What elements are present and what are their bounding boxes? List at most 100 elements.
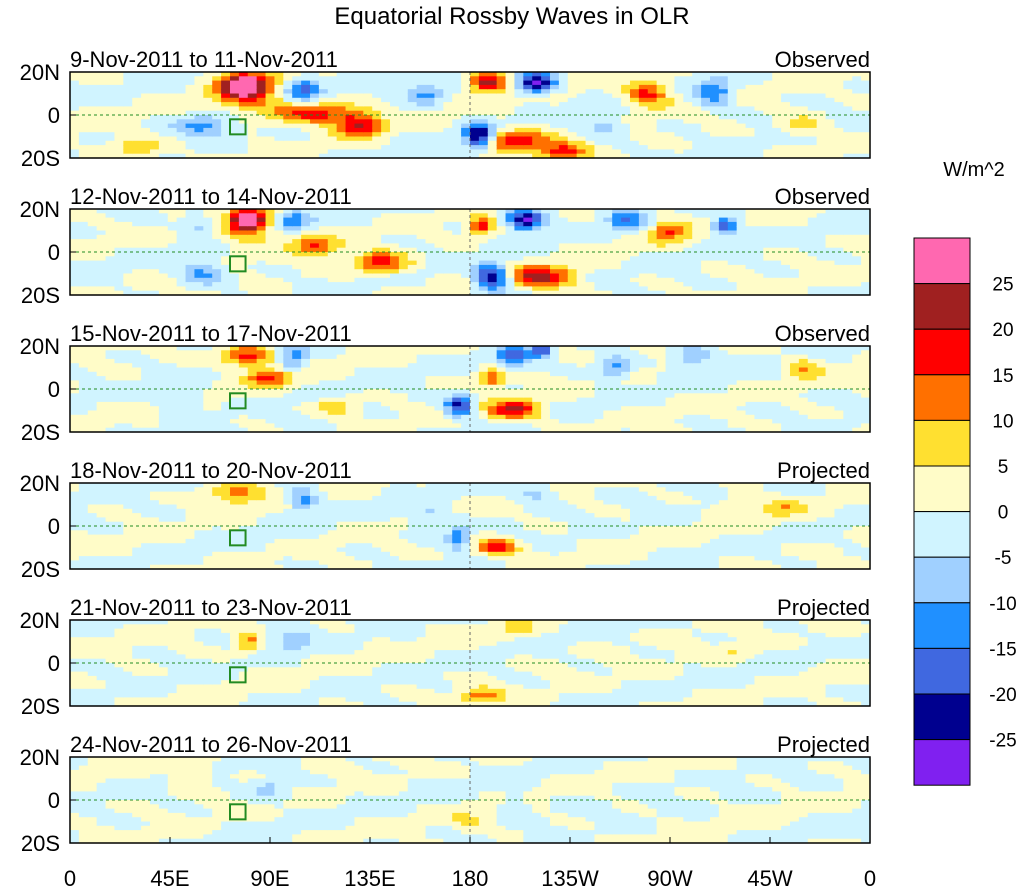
olr-cell: [327, 354, 338, 360]
olr-cell: [425, 350, 436, 356]
olr-cell: [852, 123, 862, 129]
olr-cell: [158, 252, 169, 257]
olr-cell: [247, 119, 258, 125]
olr-cell: [230, 149, 240, 155]
olr-cell: [114, 110, 124, 116]
olr-cell: [158, 119, 169, 125]
olr-cell: [745, 140, 756, 146]
olr-cell: [114, 97, 124, 103]
olr-cell: [398, 350, 409, 356]
olr-cell: [141, 367, 151, 373]
olr-cell: [327, 209, 338, 214]
olr-cell: [603, 397, 613, 403]
olr-cell: [612, 145, 622, 150]
olr-cell: [443, 217, 453, 223]
olr-cell: [763, 119, 773, 125]
olr-cell: [745, 269, 756, 275]
olr-cell: [816, 221, 827, 227]
olr-cell: [123, 380, 133, 386]
olr-cell: [825, 76, 836, 82]
olr-cell: [141, 106, 151, 112]
olr-cell: [167, 401, 178, 407]
olr-cell: [692, 213, 702, 219]
olr-cell: [185, 140, 196, 146]
olr-cell: [416, 358, 427, 364]
olr-cell: [558, 239, 569, 244]
olr-cell: [736, 221, 747, 227]
olr-cell: [683, 234, 693, 240]
olr-cell: [576, 397, 587, 403]
olr-cell: [363, 110, 373, 116]
olr-cell: [825, 132, 836, 138]
olr-cell: [327, 106, 338, 112]
olr-cell: [754, 102, 764, 107]
olr-cell: [514, 136, 524, 142]
olr-cell: [763, 106, 773, 112]
olr-cell: [185, 260, 196, 266]
olr-cell: [745, 115, 756, 120]
olr-cell: [603, 264, 613, 270]
olr-cell: [310, 397, 320, 403]
olr-cell: [310, 84, 320, 90]
olr-cell: [70, 286, 80, 292]
olr-cell: [647, 97, 658, 103]
olr-cell: [203, 367, 213, 373]
olr-cell: [221, 393, 231, 399]
olr-cell: [434, 115, 444, 120]
olr-cell: [123, 72, 133, 77]
olr-cell: [381, 72, 391, 77]
olr-cell: [470, 145, 480, 150]
olr-cell: [541, 290, 551, 296]
olr-cell: [487, 393, 498, 399]
olr-cell: [381, 427, 391, 433]
olr-cell: [461, 93, 471, 99]
olr-cell: [585, 269, 596, 275]
olr-cell: [496, 290, 507, 296]
olr-cell: [843, 213, 853, 219]
olr-cell: [496, 127, 507, 133]
olr-cell: [87, 72, 98, 77]
olr-cell: [727, 149, 738, 155]
olr-cell: [585, 346, 596, 351]
olr-cell: [407, 145, 418, 150]
olr-cell: [558, 226, 569, 232]
olr-cell: [585, 290, 596, 296]
olr-cell: [523, 389, 533, 394]
olr-cell: [318, 140, 329, 146]
olr-cell: [301, 252, 311, 257]
olr-cell: [78, 346, 89, 351]
olr-cell: [167, 380, 178, 386]
olr-cell: [550, 72, 560, 77]
olr-cell: [221, 123, 231, 129]
olr-cell: [576, 260, 587, 266]
olr-cell: [612, 277, 622, 283]
olr-cell: [194, 234, 204, 240]
olr-cell: [612, 239, 622, 244]
olr-cell: [434, 427, 444, 433]
olr-cell: [185, 149, 196, 155]
olr-cell: [256, 127, 267, 133]
olr-cell: [567, 354, 578, 360]
olr-cell: [265, 230, 276, 236]
olr-cell: [203, 414, 213, 420]
olr-cell: [416, 102, 427, 107]
olr-cell: [567, 127, 578, 133]
olr-cell: [621, 140, 631, 146]
olr-cell: [461, 106, 471, 112]
olr-cell: [398, 277, 409, 283]
olr-cell: [416, 80, 427, 86]
olr-cell: [416, 127, 427, 133]
olr-cell: [825, 93, 836, 99]
olr-cell: [310, 89, 320, 95]
olr-cell: [265, 423, 276, 429]
olr-cell: [496, 346, 507, 351]
olr-cell: [167, 393, 178, 399]
olr-cell: [656, 290, 667, 296]
olr-cell: [363, 264, 373, 270]
olr-cell: [550, 410, 560, 416]
olr-cell: [292, 414, 302, 420]
olr-cell: [274, 286, 284, 292]
olr-cell: [452, 239, 462, 244]
olr-cell: [621, 217, 631, 223]
olr-cell: [825, 213, 836, 219]
